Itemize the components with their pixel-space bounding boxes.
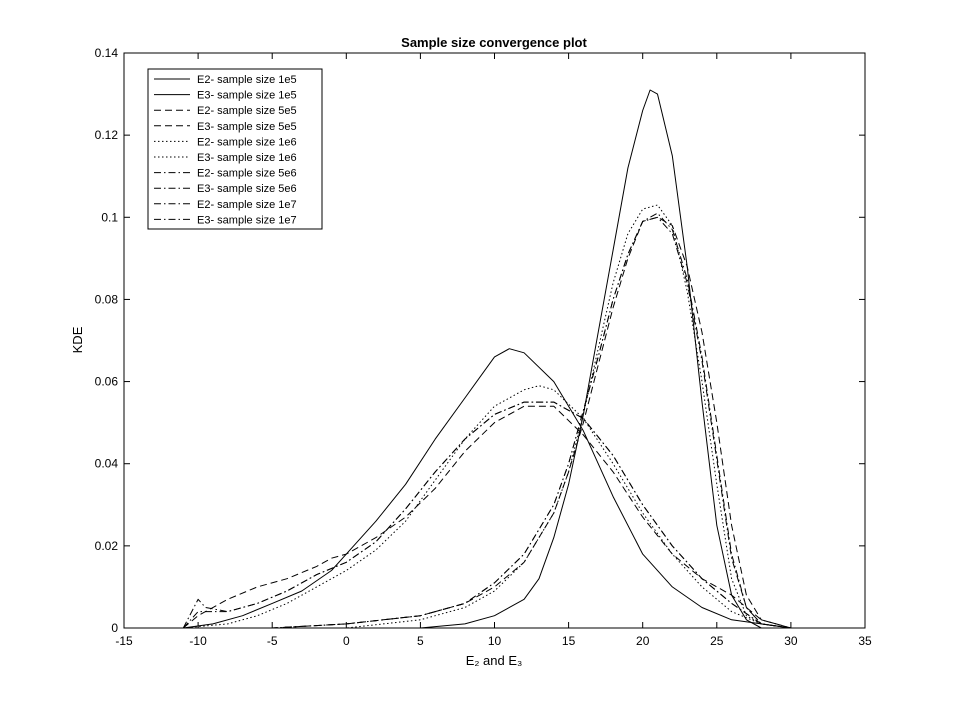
legend-entry-label: E3- sample size 1e6 [197, 152, 297, 164]
series-lines [182, 89, 821, 629]
x-tick-label: 10 [488, 634, 502, 648]
legend-entry-label: E3- sample size 1e7 [197, 214, 297, 226]
legend-entry-label: E3- sample size 1e5 [197, 90, 297, 102]
x-tick-label: 5 [417, 634, 424, 648]
legend-box [147, 68, 323, 230]
x-tick-label: 25 [710, 634, 724, 648]
y-tick-label: 0.12 [95, 128, 119, 142]
y-tick-label: 0.14 [95, 46, 119, 60]
x-tick-label: -15 [115, 634, 133, 648]
x-tick-label: 20 [636, 634, 650, 648]
legend: E2- sample size 1e5 E3- sample size 1e5 E2… [147, 68, 323, 230]
legend-entry-label: E2- sample size 1e6 [197, 136, 297, 148]
series-line-10 [183, 216, 791, 629]
y-axis-label: KDE [70, 326, 85, 353]
x-tick-label: 15 [562, 634, 576, 648]
series-line-9 [182, 401, 791, 629]
axis-ticks: -15 -10 -5 0 5 10 15 20 25 30 35 0 0.02 0.04 0.06 0.08 0… [95, 46, 872, 648]
y-tick-label: 0.06 [95, 375, 119, 389]
y-tick-label: 0.04 [95, 457, 119, 471]
legend-entry-label: E2- sample size 5e6 [197, 168, 297, 180]
series-line-4 [183, 216, 792, 629]
legend-entry-label: E2- sample size 5e5 [197, 105, 297, 117]
x-tick-label: -5 [267, 634, 278, 648]
y-tick-label: 0.02 [95, 539, 119, 553]
series-line-3 [182, 405, 792, 629]
series-line-2 [183, 89, 791, 629]
series-line-5 [183, 385, 791, 629]
legend-entry-label: E3- sample size 5e5 [197, 121, 297, 133]
y-tick-label: 0.1 [101, 210, 118, 224]
legend-entry-label: E2- sample size 1e7 [197, 199, 297, 211]
chart-title: Sample size convergence plot [401, 35, 587, 50]
x-tick-label: -10 [189, 634, 207, 648]
y-tick-label: 0.08 [95, 292, 119, 306]
series-line-1 [183, 348, 821, 629]
legend-entry-label: E2- sample size 1e5 [197, 74, 297, 86]
y-tick-label: 0 [111, 621, 118, 635]
x-tick-label: 35 [858, 634, 872, 648]
legend-entry-label: E3- sample size 5e6 [197, 183, 297, 195]
x-axis-label: E₂ and E₃ [466, 653, 523, 668]
x-tick-label: 0 [343, 634, 350, 648]
series-line-8 [183, 212, 791, 629]
series-line-6 [183, 204, 791, 629]
x-tick-label: 30 [784, 634, 798, 648]
